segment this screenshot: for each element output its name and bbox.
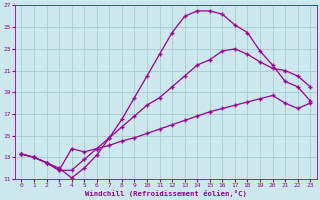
X-axis label: Windchill (Refroidissement éolien,°C): Windchill (Refroidissement éolien,°C)	[85, 190, 247, 197]
